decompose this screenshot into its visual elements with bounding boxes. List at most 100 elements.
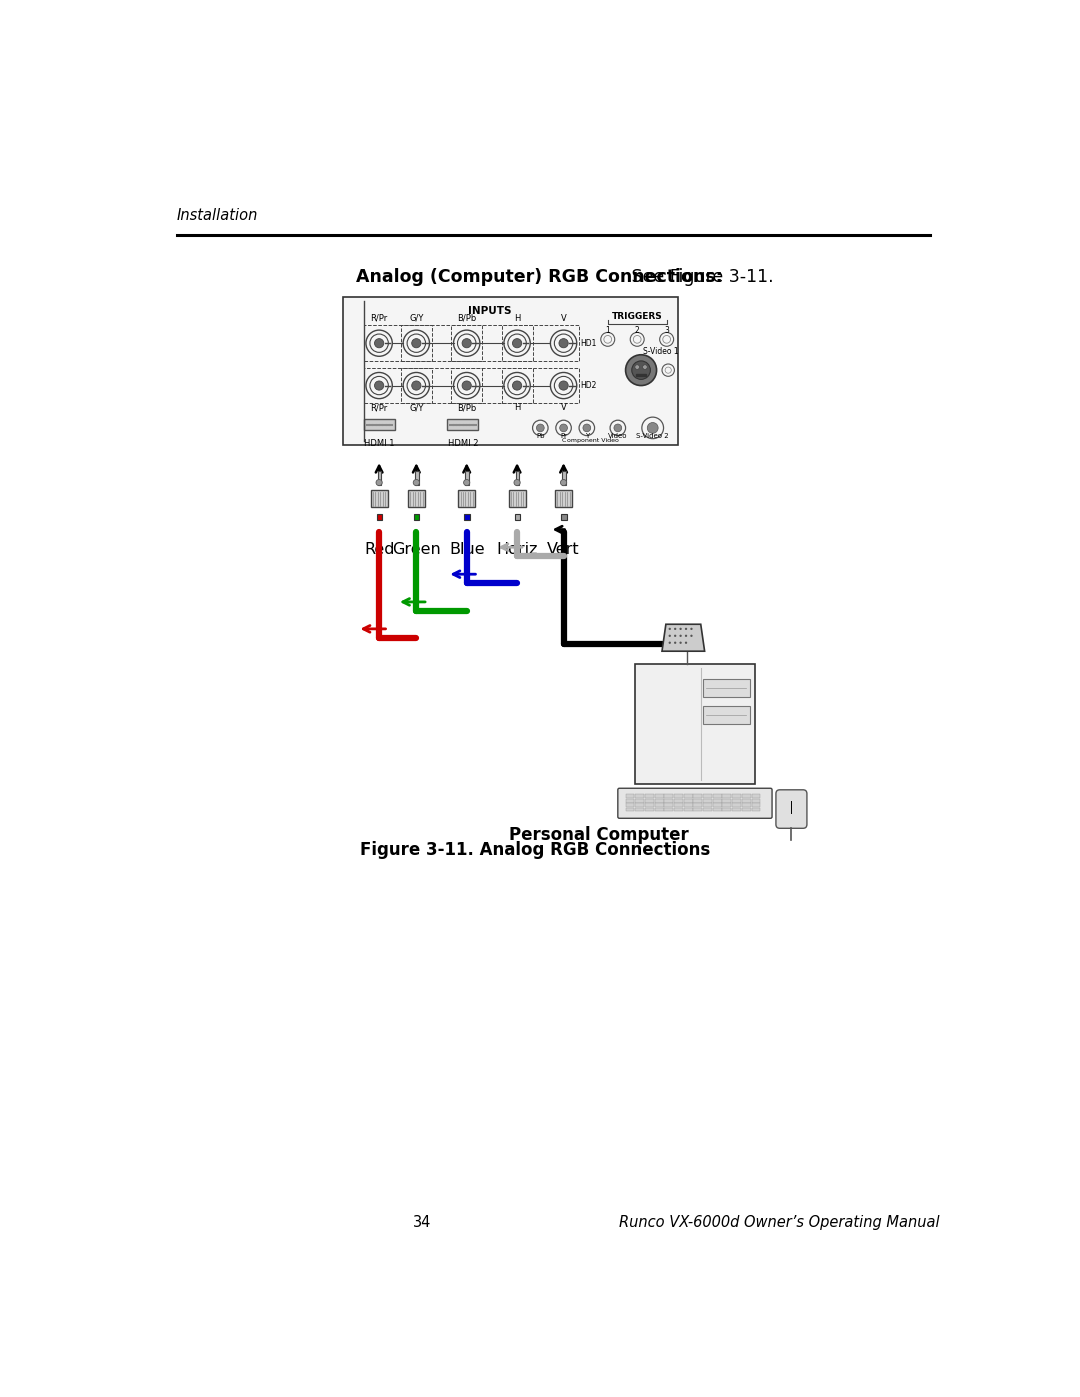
Circle shape (690, 627, 692, 630)
Text: Vert: Vert (548, 542, 580, 557)
Circle shape (513, 338, 522, 348)
Text: Runco VX-6000d Owner’s Operating Manual: Runco VX-6000d Owner’s Operating Manual (619, 1215, 940, 1229)
Bar (377, 514, 382, 520)
Circle shape (513, 381, 522, 390)
Circle shape (414, 479, 419, 486)
Circle shape (559, 381, 568, 390)
Bar (713, 795, 721, 798)
Circle shape (583, 425, 591, 432)
Text: C: C (562, 437, 566, 443)
Bar (693, 799, 702, 802)
Bar (465, 471, 469, 485)
Bar (515, 471, 519, 485)
Circle shape (632, 360, 650, 380)
Bar (752, 795, 760, 798)
Bar (674, 803, 683, 807)
Bar (723, 803, 731, 807)
Bar (713, 803, 721, 807)
Bar (732, 799, 741, 802)
Bar (414, 514, 419, 520)
Bar (645, 795, 653, 798)
Bar (684, 803, 692, 807)
Text: 1: 1 (606, 327, 610, 335)
Bar (723, 795, 731, 798)
Bar (342, 298, 677, 444)
Bar (464, 514, 470, 520)
Text: Personal Computer: Personal Computer (510, 826, 689, 844)
Bar (645, 803, 653, 807)
Text: 2: 2 (635, 327, 639, 335)
Text: G/Y: G/Y (409, 314, 423, 323)
Text: V: V (561, 314, 566, 323)
Text: R/Pr: R/Pr (370, 404, 388, 412)
Bar (654, 795, 663, 798)
FancyBboxPatch shape (635, 665, 755, 784)
Bar (645, 807, 653, 812)
Bar (654, 803, 663, 807)
Bar (645, 799, 653, 802)
Bar (635, 799, 644, 802)
Bar (451, 367, 532, 404)
Bar (636, 374, 646, 376)
Bar (713, 807, 721, 812)
Bar (458, 490, 475, 507)
Bar (625, 803, 634, 807)
Circle shape (669, 634, 671, 637)
Bar (654, 807, 663, 812)
FancyBboxPatch shape (447, 419, 478, 430)
Text: INPUTS: INPUTS (469, 306, 512, 316)
Polygon shape (662, 624, 704, 651)
FancyBboxPatch shape (364, 419, 394, 430)
Bar (415, 471, 419, 485)
Bar (684, 795, 692, 798)
Text: Pr: Pr (561, 433, 567, 439)
Circle shape (643, 365, 647, 369)
Bar (723, 807, 731, 812)
Circle shape (679, 627, 681, 630)
Bar (625, 795, 634, 798)
Circle shape (685, 627, 687, 630)
Bar (664, 799, 673, 802)
Bar (515, 514, 521, 520)
Circle shape (674, 634, 676, 637)
Text: 34: 34 (413, 1215, 431, 1229)
Bar (509, 490, 526, 507)
Text: TRIGGERS: TRIGGERS (612, 313, 662, 321)
Text: Y: Y (584, 433, 589, 439)
Circle shape (559, 425, 567, 432)
Bar (654, 799, 663, 802)
Bar (703, 799, 712, 802)
Circle shape (559, 338, 568, 348)
FancyBboxPatch shape (618, 788, 772, 819)
Circle shape (375, 381, 383, 390)
Bar (752, 807, 760, 812)
Text: Blue: Blue (449, 542, 485, 557)
Text: omponent Video: omponent Video (567, 437, 619, 443)
Bar (625, 807, 634, 812)
Text: See Figure 3-11.: See Figure 3-11. (625, 268, 773, 286)
Bar (723, 799, 731, 802)
Circle shape (514, 479, 521, 486)
Text: HDMI 2: HDMI 2 (447, 440, 478, 448)
Text: HD2: HD2 (581, 381, 597, 390)
Circle shape (411, 338, 421, 348)
Text: Video: Video (608, 433, 627, 439)
Text: B/Pb: B/Pb (457, 404, 476, 412)
Bar (635, 803, 644, 807)
Bar (635, 795, 644, 798)
Bar (742, 807, 751, 812)
Bar (555, 490, 572, 507)
Bar (635, 807, 644, 812)
Bar (664, 807, 673, 812)
Circle shape (376, 479, 382, 486)
Circle shape (462, 338, 471, 348)
Bar (674, 807, 683, 812)
Circle shape (674, 627, 676, 630)
Bar (732, 807, 741, 812)
Bar (378, 471, 381, 485)
Circle shape (690, 634, 692, 637)
Bar (674, 795, 683, 798)
Bar (562, 471, 566, 485)
Text: Analog (Computer) RGB Connections:: Analog (Computer) RGB Connections: (356, 268, 723, 286)
Circle shape (375, 338, 383, 348)
